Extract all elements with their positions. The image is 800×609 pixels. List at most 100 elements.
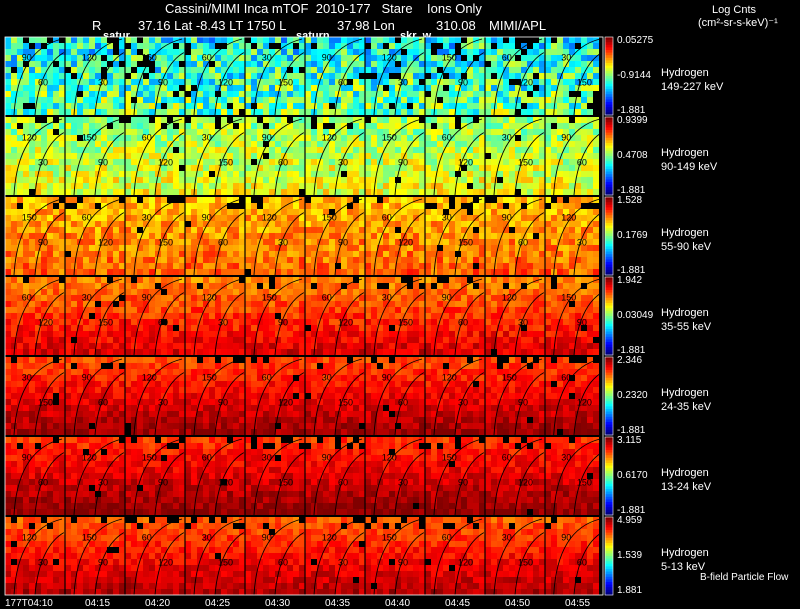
panel-species-label: Hydrogen: [661, 307, 709, 319]
contour-line: [334, 132, 365, 196]
colorbar-max-label: 0.9399: [617, 115, 648, 126]
contour-label: 30: [502, 132, 512, 142]
contour-line: [313, 278, 363, 356]
contour-label: 120: [398, 237, 413, 247]
contour-label: 60: [38, 77, 48, 87]
contour-line: [154, 212, 185, 276]
panel-species-label: Hydrogen: [661, 227, 709, 239]
contour-label: 150: [338, 397, 353, 407]
contour-line: [73, 38, 123, 116]
contour-label: 30: [262, 452, 272, 462]
contour-label: 120: [338, 317, 353, 327]
colorbar-max-label: 3.115: [617, 435, 642, 446]
panel-0: 90 60 120 30 150 90 60 120 30 150 90 60 120 30 150 90 60…: [5, 37, 603, 116]
contour-label: 60: [262, 372, 272, 382]
contour-line: [334, 452, 365, 516]
contour-line: [73, 198, 123, 276]
contour-line: [274, 52, 305, 116]
contour-label: 90: [561, 132, 571, 142]
contour-label: 120: [158, 157, 173, 167]
contour-line: [73, 118, 123, 196]
r-label: R: [92, 18, 102, 33]
contour-line: [454, 452, 485, 516]
contour-label: 90: [158, 77, 168, 87]
contour-line: [394, 132, 425, 196]
contour-label: 60: [202, 52, 212, 62]
contour-label: 120: [458, 157, 473, 167]
contour-line: [73, 438, 123, 516]
contour-label: 120: [561, 212, 576, 222]
contour-line: [313, 198, 363, 276]
contour-label: 60: [82, 212, 92, 222]
contour-line: [573, 132, 603, 196]
contour-line: [493, 38, 543, 116]
contour-line: [313, 118, 363, 196]
contour-line: [553, 198, 601, 276]
contour-line: [274, 292, 305, 356]
contour-line: [454, 132, 485, 196]
contour-label: 120: [278, 397, 293, 407]
contour-label: 120: [322, 532, 337, 542]
colorbar-mid-label: 0.03049: [617, 310, 654, 321]
contour-line: [154, 372, 185, 436]
contour-label: 90: [398, 157, 408, 167]
contour-label: 150: [142, 52, 157, 62]
contour-line: [553, 118, 601, 196]
colorbar-min-label: -1.881: [617, 265, 646, 276]
contour-line: [373, 438, 423, 516]
contour-line: [454, 52, 485, 116]
contour-line: [573, 452, 603, 516]
contour-line: [274, 452, 305, 516]
contour-line: [394, 452, 425, 516]
contour-line: [313, 518, 363, 596]
contour-label: 120: [458, 557, 473, 567]
contour-label: 150: [82, 532, 97, 542]
contour-line: [433, 198, 483, 276]
contour-label: 30: [98, 477, 108, 487]
contour-label: 60: [442, 532, 452, 542]
contour-line: [573, 292, 603, 356]
panel-energy-label: 35-55 keV: [661, 321, 712, 333]
contour-line: [433, 358, 483, 436]
contour-line: [34, 532, 65, 596]
contour-line: [94, 372, 125, 436]
contour-line: [373, 358, 423, 436]
contour-label: 90: [22, 452, 32, 462]
contour-label: 90: [38, 237, 48, 247]
contour-label: 90: [338, 237, 348, 247]
contour-label: 30: [38, 157, 48, 167]
contour-label: 30: [202, 132, 212, 142]
contour-line: [73, 518, 123, 596]
colorbar-min-label: -1.881: [617, 105, 646, 116]
colorbar-4: [604, 356, 614, 436]
contour-line: [193, 518, 243, 596]
contour-line: [313, 438, 363, 516]
colorbar-max-label: 2.346: [617, 355, 643, 366]
panel-3: 60 120 30 150 90 60 120 30 150 90 60 120 30 150 90 60 12…: [5, 277, 603, 356]
contour-line: [94, 212, 125, 276]
contour-label: 150: [278, 477, 293, 487]
contour-line: [454, 212, 485, 276]
contour-line: [433, 38, 483, 116]
contour-label: 120: [38, 317, 53, 327]
contour-line: [274, 132, 305, 196]
contour-label: 120: [382, 52, 397, 62]
panel-energy-label: 13-24 keV: [661, 481, 712, 493]
contour-label: 90: [561, 532, 571, 542]
contour-label: 150: [218, 557, 233, 567]
contour-label: 30: [218, 317, 228, 327]
colorbar-mid-label: 0.6170: [617, 470, 648, 481]
contour-line: [253, 358, 303, 436]
contour-label: 150: [442, 452, 457, 462]
time-tick-label: 04:45: [445, 598, 470, 609]
contour-label: 90: [142, 292, 152, 302]
panel-4: 30 150 90 60 120 30 150 90 60 120 30 150 90 60 120 30 15…: [5, 357, 603, 436]
contour-line: [133, 358, 183, 436]
contour-line: [454, 372, 485, 436]
contour-line: [514, 452, 545, 516]
contour-line: [13, 438, 63, 516]
contour-label: 150: [577, 77, 592, 87]
colorbar-min-label: -1.881: [617, 505, 646, 516]
contour-line: [253, 198, 303, 276]
contour-line: [193, 438, 243, 516]
